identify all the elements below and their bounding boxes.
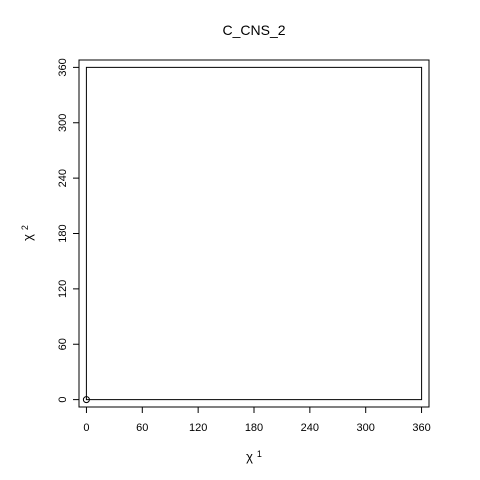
y-tick-label: 120: [57, 280, 69, 298]
x-tick-label: 120: [189, 422, 207, 434]
y-axis-label: χ2: [20, 225, 35, 241]
y-axis: 0 60 120 180 240 300 360: [57, 58, 80, 403]
y-axis-label-index: 2: [20, 225, 30, 230]
chart-title: C_CNS_2: [222, 22, 285, 38]
x-axis-label-index: 1: [257, 449, 262, 459]
x-tick-label: 300: [357, 422, 375, 434]
y-tick-label: 0: [57, 397, 69, 403]
y-axis-label-symbol: χ: [20, 234, 35, 241]
x-axis-label-symbol: χ: [246, 449, 253, 464]
y-tick-label: 300: [57, 114, 69, 132]
x-tick-label: 360: [412, 422, 430, 434]
x-tick-label: 240: [301, 422, 319, 434]
y-tick-label: 240: [57, 169, 69, 187]
y-tick-label: 60: [57, 338, 69, 350]
y-tick-label: 180: [57, 224, 69, 242]
plot-area: [82, 66, 423, 404]
x-tick-label: 60: [136, 422, 148, 434]
data-point: [82, 396, 90, 404]
x-axis: 0 60 120 180 240 300 360: [83, 406, 431, 434]
box-outline-line: [85, 66, 423, 401]
y-tick-label: 360: [57, 58, 69, 76]
x-tick-label: 180: [245, 422, 263, 434]
x-tick-label: 0: [83, 422, 89, 434]
